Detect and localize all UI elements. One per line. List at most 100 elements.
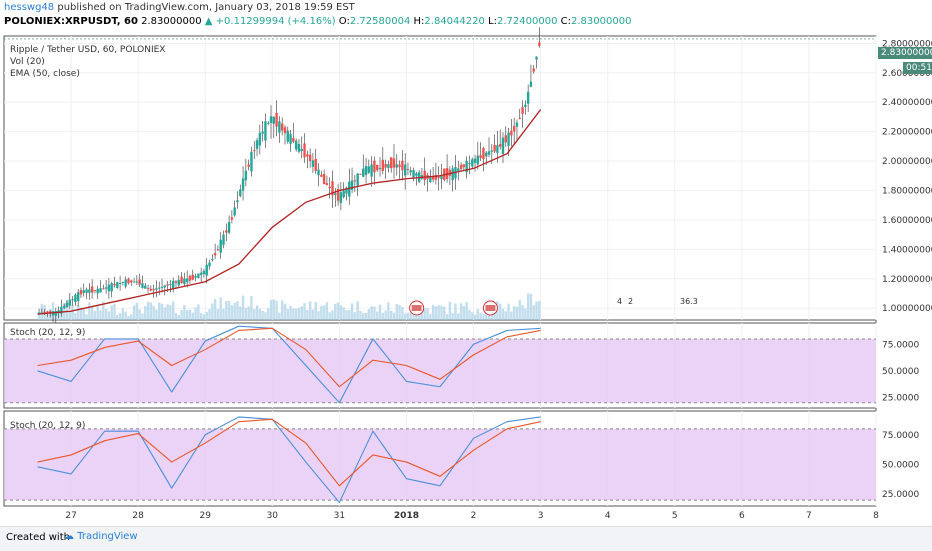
volume-bar <box>535 301 538 320</box>
candle-body <box>152 288 155 291</box>
tradingview-logo[interactable]: ☁ TradingView <box>64 531 138 542</box>
volume-bar <box>521 305 524 320</box>
volume-bar <box>345 310 348 320</box>
candle-body <box>384 163 387 168</box>
volume-bar <box>88 302 91 320</box>
candle-body <box>538 42 541 46</box>
ema-line <box>37 109 542 315</box>
candle-body <box>197 273 200 278</box>
candle-body <box>403 164 407 176</box>
candle-body <box>395 164 398 168</box>
candle-body <box>297 143 301 152</box>
candle-body <box>267 122 270 124</box>
volume-bar <box>225 301 228 320</box>
volume-bar <box>113 303 116 320</box>
volume-bar <box>518 300 521 320</box>
author-name[interactable]: hesswg48 <box>4 2 55 13</box>
volume-bar <box>90 307 94 320</box>
volume-bar <box>420 307 424 320</box>
candle-body <box>381 159 385 172</box>
volume-bar <box>473 314 477 320</box>
volume-bar <box>376 311 379 320</box>
candle-body <box>437 176 440 178</box>
candle-body <box>208 262 211 267</box>
volume-bar <box>504 311 507 320</box>
volume-bar <box>213 299 217 320</box>
candle-body <box>473 158 477 163</box>
volume-bar <box>174 312 178 320</box>
volume-bar <box>253 309 256 320</box>
volume-bar <box>124 311 127 320</box>
chart-canvas[interactable]: 4 2 36.3 27 28 29 30 31 2018 2 3 4 5 6 7 82.800000002.… <box>0 0 932 526</box>
candle-body <box>429 176 432 182</box>
stoch-y-tick-label: 50.0000 <box>882 460 919 470</box>
volume-bar <box>191 312 194 320</box>
candle-body <box>225 230 228 233</box>
volume-bar <box>526 293 530 320</box>
candle-body <box>440 175 443 179</box>
volume-bar <box>211 303 214 320</box>
x-tick-label: 30 <box>267 511 279 521</box>
volume-bar <box>264 312 267 320</box>
volume-bar <box>471 312 474 320</box>
candle-body <box>468 163 471 165</box>
volume-bar <box>166 304 169 320</box>
candle-body <box>118 283 122 285</box>
volume-bar <box>258 308 262 320</box>
candle-body <box>185 278 189 283</box>
candle-body <box>230 217 234 220</box>
candle-body <box>82 290 85 293</box>
volume-bar <box>476 309 480 320</box>
candle-body <box>482 148 485 160</box>
candle-body <box>110 283 113 292</box>
volume-bar <box>448 301 452 320</box>
volume-bar <box>426 308 429 320</box>
candle-body <box>205 264 208 276</box>
us-flag-stripes <box>485 305 496 311</box>
candle-body <box>241 178 245 191</box>
candle-body <box>392 158 396 168</box>
candle-body <box>130 280 133 283</box>
event-label: 36.3 <box>680 297 698 306</box>
candle-body <box>445 168 449 179</box>
candle-body <box>233 207 236 216</box>
stoch-d-line <box>37 418 541 487</box>
volume-bar <box>415 312 418 320</box>
volume-bar <box>241 295 245 320</box>
volume-bar <box>160 303 164 320</box>
volume-bar <box>459 303 463 320</box>
volume-bar <box>71 305 74 320</box>
volume-bar <box>280 300 284 320</box>
volume-bar <box>370 306 373 320</box>
volume-bar <box>373 306 376 320</box>
volume-bar <box>406 312 410 320</box>
volume-bar <box>512 306 516 320</box>
volume-bar <box>440 305 443 320</box>
candle-body <box>107 284 111 292</box>
volume-bar <box>65 301 69 320</box>
stoch-k-line <box>37 416 541 503</box>
candle-body <box>250 151 253 172</box>
volume-bar <box>149 302 153 320</box>
volume-bar <box>479 312 482 320</box>
candle-body <box>121 281 125 283</box>
candle-body <box>406 168 410 170</box>
legend-symbol: Ripple / Tether USD, 60, POLONIEX <box>10 45 166 55</box>
candle-body <box>247 164 250 167</box>
y-tick-label: 1.60000000 <box>882 216 932 226</box>
volume-bar <box>314 302 317 320</box>
volume-bar <box>482 313 485 320</box>
event-label: 2 <box>628 297 633 306</box>
volume-bar <box>76 305 80 320</box>
volume-bar <box>205 311 208 320</box>
volume-bar <box>348 310 351 320</box>
volume-bar <box>429 313 432 320</box>
y-tick-label: 2.40000000 <box>882 98 932 108</box>
candle-body <box>308 154 312 161</box>
volume-bar <box>389 310 393 320</box>
volume-bar <box>359 310 362 320</box>
x-tick-label: 5 <box>672 511 678 521</box>
candle-body <box>62 305 66 308</box>
candle-body <box>149 288 153 291</box>
volume-bar <box>37 312 41 320</box>
